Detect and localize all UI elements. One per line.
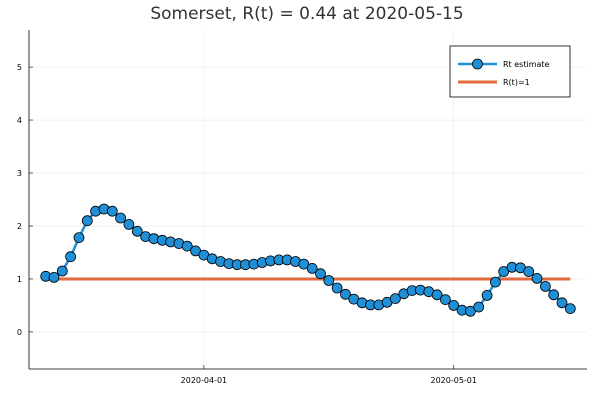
rt-point bbox=[564, 303, 576, 315]
rt-point bbox=[131, 225, 143, 237]
rt-point bbox=[431, 289, 443, 301]
y-tick-label: 5 bbox=[17, 63, 22, 72]
axes bbox=[28, 30, 587, 370]
rt-point bbox=[106, 205, 118, 217]
rt-point bbox=[81, 215, 93, 227]
x-tick-label: 2020-04-01 bbox=[181, 376, 228, 385]
rt-point bbox=[56, 265, 68, 277]
rt-point bbox=[473, 301, 485, 313]
rt-point bbox=[489, 276, 501, 288]
rt-point bbox=[123, 218, 135, 230]
rt-point bbox=[48, 271, 60, 283]
y-tick-label: 4 bbox=[17, 116, 22, 125]
rt-series bbox=[40, 203, 576, 317]
rt-point bbox=[439, 294, 451, 306]
rt-point bbox=[306, 262, 318, 274]
legend-rt-marker bbox=[472, 58, 483, 70]
rt-point bbox=[331, 282, 343, 294]
x-tick-label: 2020-05-01 bbox=[430, 376, 477, 385]
legend-box bbox=[449, 45, 571, 98]
y-tick-label: 1 bbox=[17, 275, 22, 284]
rt-point bbox=[481, 289, 493, 301]
legend-threshold-label: R(t)=1 bbox=[503, 78, 530, 87]
rt-point bbox=[464, 305, 476, 317]
rt-point bbox=[531, 272, 543, 284]
legend: Rt estimate R(t)=1 bbox=[449, 45, 571, 98]
y-tick-label: 0 bbox=[17, 328, 22, 337]
rt-point bbox=[65, 251, 76, 263]
y-tick-label: 3 bbox=[17, 169, 22, 178]
y-ticks: 0 1 2 3 4 5 bbox=[17, 63, 33, 337]
rt-point bbox=[523, 266, 535, 277]
rt-point bbox=[115, 212, 126, 224]
legend-rt-label: Rt estimate bbox=[503, 60, 550, 69]
chart-title: Somerset, R(t) = 0.44 at 2020-05-15 bbox=[150, 4, 463, 24]
rt-point bbox=[448, 299, 460, 311]
rt-point bbox=[323, 275, 335, 286]
rt-point bbox=[181, 240, 193, 252]
rt-point bbox=[556, 297, 568, 309]
rt-point bbox=[315, 268, 326, 280]
rt-point bbox=[340, 288, 351, 300]
rt-point bbox=[389, 293, 401, 305]
rt-point bbox=[298, 258, 310, 270]
x-ticks: 2020-04-01 2020-05-01 bbox=[181, 365, 477, 385]
y-tick-label: 2 bbox=[17, 222, 22, 231]
rt-point bbox=[548, 289, 560, 301]
rt-point bbox=[73, 232, 85, 244]
rt-point bbox=[540, 280, 551, 292]
